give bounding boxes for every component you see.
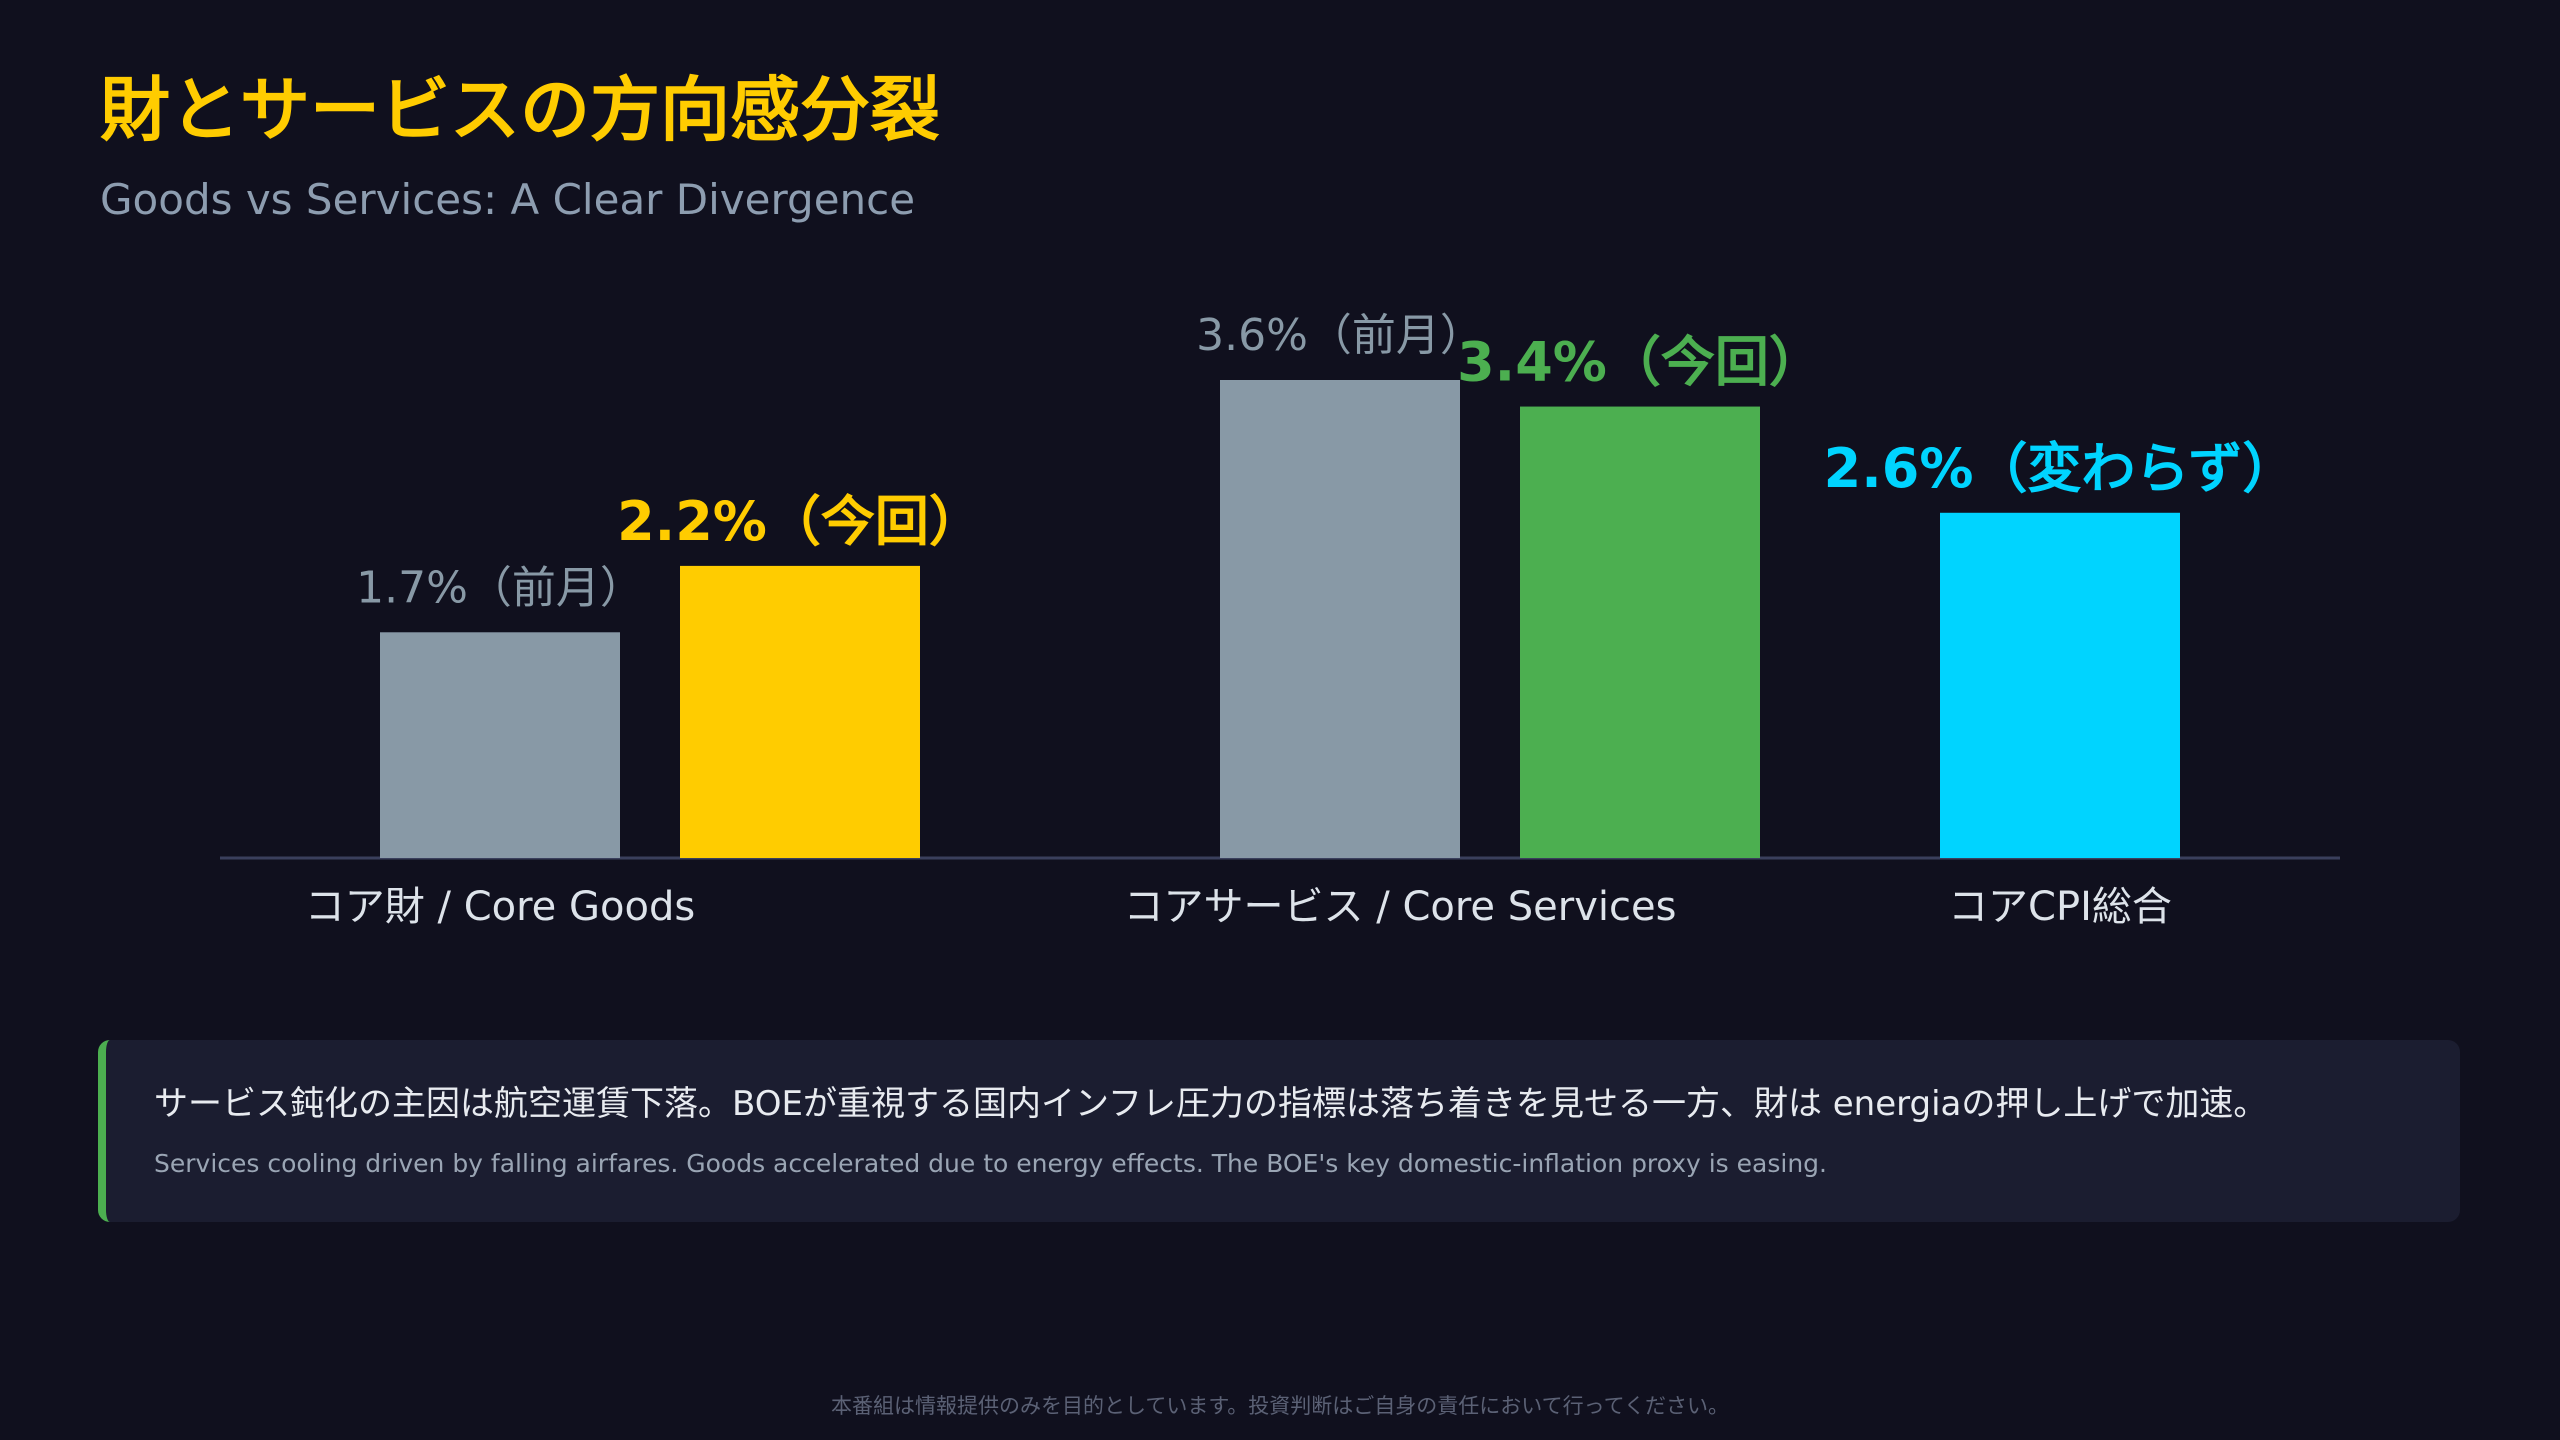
note-sub-text: Services cooling driven by falling airfa… bbox=[154, 1149, 1827, 1178]
disclaimer-footer: 本番組は情報提供のみを目的としています。投資判断はご自身の責任において行ってくだ… bbox=[831, 1394, 1729, 1418]
bar-previous-2 bbox=[1220, 380, 1460, 858]
bar-value-label-3: 3.4%（今回） bbox=[1457, 331, 1823, 394]
bar-chart: 1.7%（前月） 2.2%（今回） 3.6%（前月）3.4%（今回）2.6%（変わら… bbox=[220, 310, 2340, 930]
note-main-text: サービス鈍化の主因は航空運賃下落。BOEが重視する国内インフレ圧力の指標は落ち着… bbox=[154, 1084, 2268, 1124]
bar-value-label-0: 1.7%（前月） bbox=[356, 562, 644, 613]
bar-current-1 bbox=[680, 565, 920, 858]
bar-unchanged-4 bbox=[1940, 512, 2180, 858]
bar-current-3 bbox=[1520, 406, 1760, 858]
page-subtitle: Goods vs Services: A Clear Divergence bbox=[100, 175, 916, 224]
category-label-2: コアCPI総合 bbox=[1948, 884, 2172, 930]
bar-previous-0 bbox=[380, 632, 620, 858]
page-title: 財とサービスの方向感分裂 bbox=[100, 69, 940, 151]
category-label-1: コアサービス / Core Services bbox=[1124, 884, 1677, 930]
bar-value-label-2: 3.6%（前月） bbox=[1196, 310, 1484, 361]
bar-value-label-1: 2.2%（今回） bbox=[617, 490, 983, 553]
bar-value-label-4: 2.6%（変わらず） bbox=[1824, 437, 2297, 500]
category-label-0: コア財 / Core Goods bbox=[305, 884, 695, 930]
insight-note: サービス鈍化の主因は航空運賃下落。BOEが重視する国内インフレ圧力の指標は落ち着… bbox=[98, 1040, 2460, 1222]
